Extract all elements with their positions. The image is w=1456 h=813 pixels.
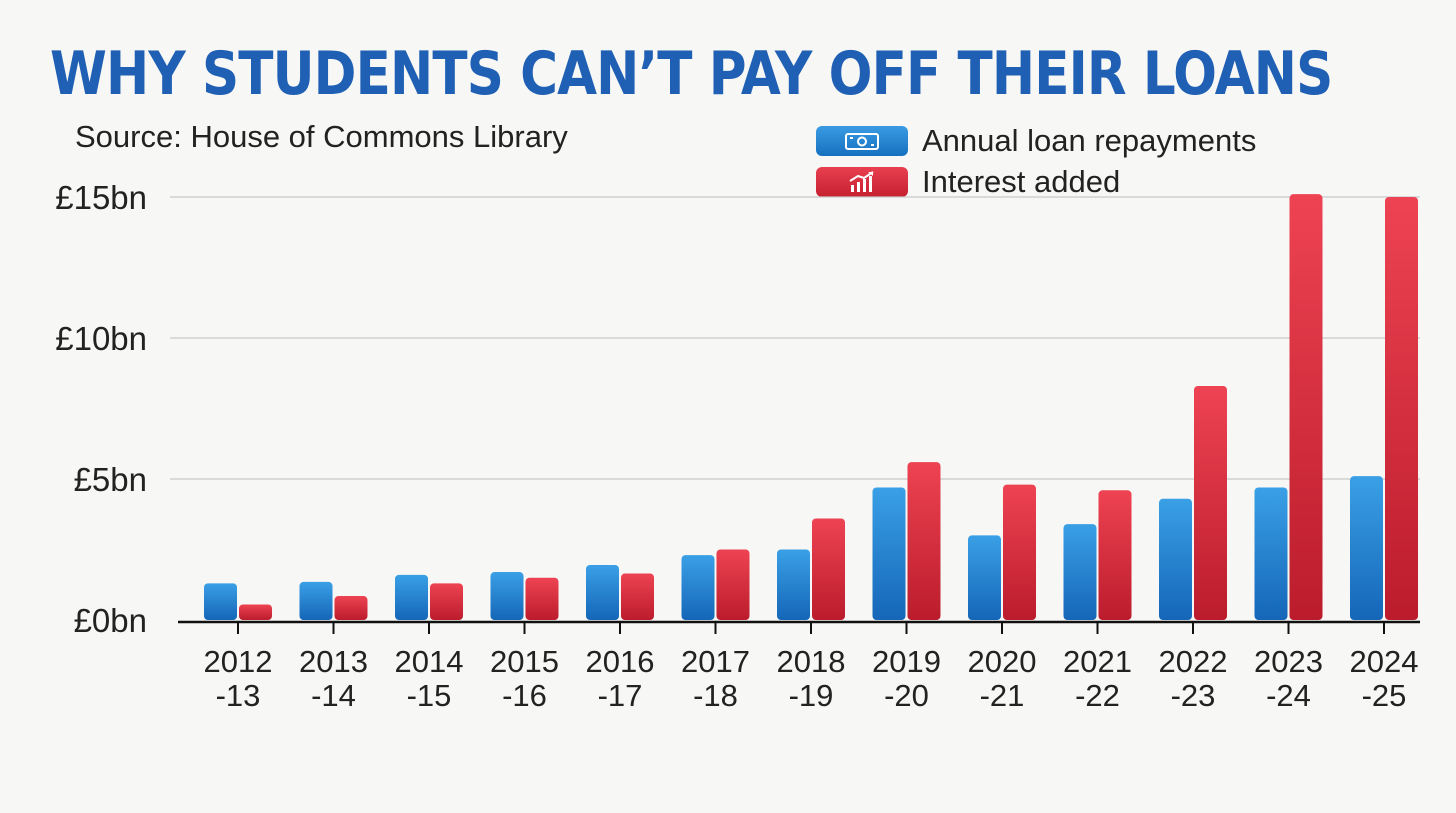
x-tick-label-year: 2021 [1063,644,1132,679]
y-tick-label: £10bn [55,320,147,357]
x-tick-label-year: 2023 [1254,644,1323,679]
bar-repayments-2018 [777,549,810,620]
x-tick-label-suffix: -22 [1075,678,1120,713]
bar-interest-2024 [1385,197,1418,620]
x-tick-label-suffix: -15 [407,678,452,713]
y-tick-label: £15bn [55,179,147,216]
x-tick-label-year: 2022 [1159,644,1228,679]
y-tick-label: £5bn [74,461,147,498]
bar-interest-2016 [621,573,654,620]
bar-interest-2022 [1194,385,1227,620]
bar-interest-2018 [812,518,845,620]
bar-interest-2019 [907,462,941,620]
x-tick-label-suffix: -18 [693,678,738,713]
bar-interest-2012 [239,604,272,620]
y-tick-label: £0bn [74,602,147,639]
bars [204,194,1418,620]
legend-label-repayments: Annual loan repayments [922,123,1257,158]
y-axis-ticks: £0bn £5bn £10bn £15bn [55,179,147,639]
legend-swatch-repayments [816,126,908,156]
bar-repayments-2013 [299,581,333,620]
chart-title: WHY STUDENTS CAN’T PAY OFF THEIR LOANS [50,39,1333,109]
x-tick-label-year: 2013 [299,644,368,679]
x-tick-label-suffix: -19 [789,678,834,713]
bar-interest-2015 [525,577,559,620]
x-tick-label-suffix: -16 [502,678,547,713]
bar-interest-2013 [334,596,368,620]
x-tick-label-suffix: -13 [216,678,261,713]
x-tick-label-suffix: -17 [598,678,643,713]
bar-repayments-2016 [586,565,619,620]
bar-interest-2023 [1289,194,1323,620]
banknote-icon [845,133,879,150]
legend-item-interest: Interest added [816,164,1120,200]
bar-repayments-2021 [1063,524,1097,620]
x-tick-label-year: 2016 [586,644,655,679]
bar-repayments-2019 [872,487,906,620]
x-tick-label-year: 2018 [777,644,846,679]
x-tick-label-year: 2019 [872,644,941,679]
x-axis-ticks: 2012-132013-142014-152015-162016-172017-… [204,622,1419,713]
x-tick-label-suffix: -20 [884,678,929,713]
bar-repayments-2015 [490,572,524,620]
bar-interest-2017 [716,549,750,620]
grid-lines [170,196,1420,480]
x-tick-label-year: 2017 [681,644,750,679]
legend-item-repayments: Annual loan repayments [816,123,1256,159]
bar-interest-2014 [430,583,463,620]
x-tick-label-suffix: -14 [311,678,356,713]
bar-repayments-2020 [968,535,1001,620]
x-tick-label-suffix: -24 [1266,678,1311,713]
bar-repayments-2017 [681,555,715,620]
x-tick-label-suffix: -21 [980,678,1025,713]
x-tick-label-year: 2014 [395,644,464,679]
bar-repayments-2014 [395,574,428,620]
bar-repayments-2022 [1159,498,1192,620]
bar-repayments-2012 [204,583,237,620]
bar-interest-2020 [1003,484,1036,620]
bar-repayments-2024 [1350,476,1383,620]
bar-interest-2021 [1098,490,1132,620]
x-tick-label-suffix: -25 [1362,678,1407,713]
rising-chart-icon [849,171,874,192]
legend-swatch-interest [816,167,908,197]
x-tick-label-year: 2020 [968,644,1037,679]
bar-repayments-2023 [1254,487,1288,620]
x-tick-label-suffix: -23 [1171,678,1216,713]
legend-label-interest: Interest added [922,164,1121,199]
x-tick-label-year: 2012 [204,644,273,679]
chart-source: Source: House of Commons Library [75,119,568,154]
x-tick-label-year: 2015 [490,644,559,679]
x-tick-label-year: 2024 [1350,644,1419,679]
